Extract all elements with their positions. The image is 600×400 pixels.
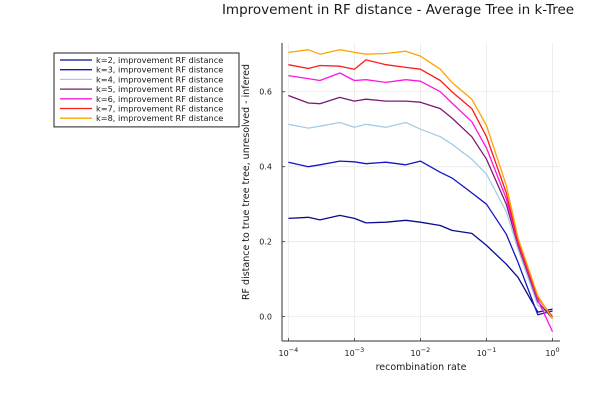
x-axis-label: recombination rate — [376, 362, 467, 373]
legend-label: k=8, improvement RF distance — [96, 113, 223, 123]
series-lines — [288, 49, 554, 332]
tick-labels: 10−4 10−3 10−2 10−1 100 0.0 0.2 0.4 0.6 — [259, 88, 559, 358]
x-tick-label: 10−1 — [477, 346, 497, 358]
legend-label: k=7, improvement RF distance — [96, 104, 223, 114]
x-tick-label: 10−3 — [345, 346, 365, 358]
chart-title: Improvement in RF distance - Average Tre… — [222, 2, 574, 18]
series-line-k4 — [288, 121, 553, 318]
series-line-k6 — [288, 72, 554, 332]
series-line-k3 — [288, 160, 553, 316]
legend-label: k=3, improvement RF distance — [96, 65, 223, 75]
legend-label: k=4, improvement RF distance — [96, 74, 223, 84]
series-line-k2 — [288, 214, 553, 313]
x-tick-label: 100 — [545, 346, 559, 358]
legend-label: k=5, improvement RF distance — [96, 84, 223, 94]
legend-label: k=2, improvement RF distance — [96, 55, 223, 65]
series-line-k5 — [288, 94, 553, 319]
y-tick-label: 0.6 — [259, 88, 272, 97]
grid — [282, 43, 560, 341]
axes — [281, 43, 560, 342]
x-tick-label: 10−4 — [279, 346, 299, 358]
y-tick-label: 0.0 — [259, 313, 272, 322]
series-line-k7 — [288, 59, 554, 318]
y-axis-label: RF distance to true tree tree, unresolve… — [241, 64, 252, 300]
legend-label: k=6, improvement RF distance — [96, 94, 223, 104]
series-line-k8 — [288, 49, 554, 319]
legend-box — [53, 52, 240, 128]
y-tick-label: 0.2 — [259, 238, 272, 247]
x-tick-label: 10−2 — [411, 346, 431, 358]
y-tick-label: 0.4 — [259, 163, 272, 172]
